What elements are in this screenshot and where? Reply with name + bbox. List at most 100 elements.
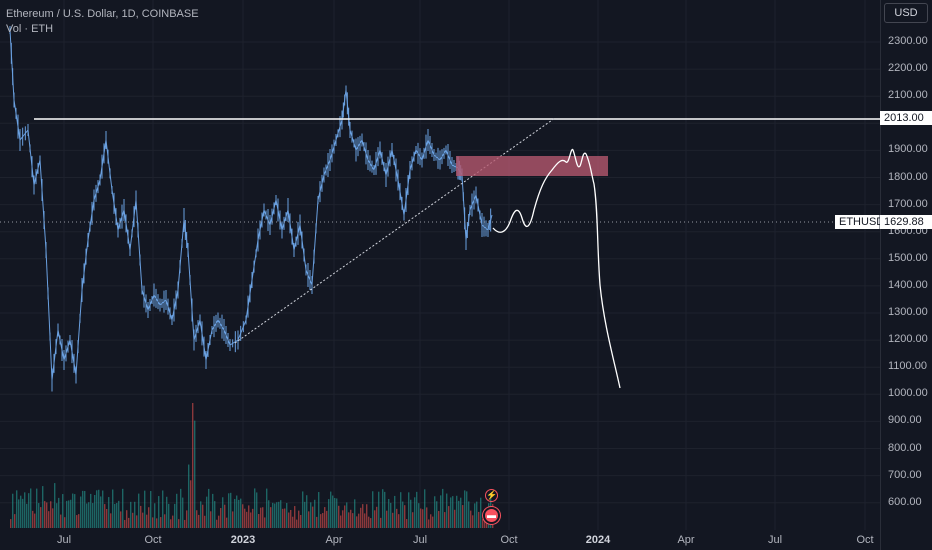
volume-bar [312, 506, 314, 528]
volume-bar [212, 493, 214, 528]
volume-bar [394, 495, 396, 528]
time-tick: Jul [56, 534, 72, 546]
volume-bar [172, 515, 174, 528]
volume-bar [336, 498, 338, 528]
volume-bar [114, 503, 116, 528]
volume-bar [398, 514, 400, 528]
price-tick: 2100.00 [888, 89, 928, 102]
volume-bar [476, 501, 478, 528]
volume-bar [162, 490, 164, 528]
volume-bar [310, 502, 312, 528]
volume-bar [220, 508, 222, 528]
volume-bar [350, 509, 352, 528]
volume-bar [434, 496, 436, 528]
volume-bar [168, 503, 170, 528]
price-tick: 800.00 [888, 441, 922, 454]
volume-bar [272, 502, 274, 528]
volume-bar [32, 510, 34, 528]
volume-bar [164, 514, 166, 528]
volume-bar [234, 498, 236, 528]
volume-bar [470, 510, 472, 528]
price-chart[interactable] [0, 0, 880, 550]
volume-bar [288, 512, 290, 528]
volume-bar [112, 489, 114, 528]
volume-bar [444, 512, 446, 528]
volume-bar [138, 493, 140, 528]
us-flag-icon[interactable]: ▬ [485, 509, 498, 522]
price-axis[interactable]: 2300.002200.002100.002000.001900.001800.… [880, 0, 932, 550]
volume-bar [40, 507, 42, 528]
volume-bar [442, 488, 444, 528]
volume-bar [408, 492, 410, 528]
volume-bar [74, 494, 76, 528]
volume-bar [472, 515, 474, 528]
volume-bar [78, 514, 80, 528]
bolt-icon[interactable]: ⚡ [485, 489, 498, 502]
volume-bar [262, 507, 264, 528]
volume-bar [432, 516, 434, 528]
volume-bar [242, 504, 244, 528]
volume-bar [148, 507, 150, 528]
volume-bar [392, 512, 394, 528]
volume-bar [72, 493, 74, 528]
volume-bar [240, 498, 242, 528]
volume-bar [480, 497, 482, 528]
volume-bar [60, 514, 62, 528]
volume-bar [24, 492, 26, 528]
volume-bar [66, 500, 68, 528]
volume-bar [458, 500, 460, 528]
volume-bar [232, 511, 234, 528]
price-wicks [9, 26, 492, 392]
volume-bar [324, 507, 326, 528]
volume-bar [424, 489, 426, 528]
volume-bar [198, 514, 200, 528]
price-tick: 1000.00 [888, 387, 928, 400]
currency-button[interactable]: USD [884, 3, 928, 23]
volume-bar [134, 501, 136, 528]
volume-bar [328, 499, 330, 528]
trend-line [234, 117, 556, 344]
volume-bar [202, 504, 204, 528]
price-tick: 1400.00 [888, 278, 928, 291]
volume-bar [286, 502, 288, 528]
volume-bar [96, 490, 98, 528]
volume-bar [276, 502, 278, 528]
time-tick: 2023 [230, 534, 256, 546]
volume-bar [316, 516, 318, 528]
volume-bar [280, 500, 282, 528]
volume-bar [108, 497, 110, 528]
volume-bar [352, 513, 354, 528]
volume-bar [456, 495, 458, 528]
volume-bar [120, 511, 122, 528]
volume-bar [56, 503, 58, 528]
volume-bar [378, 491, 380, 528]
price-tick: 1900.00 [888, 143, 928, 156]
volume-bar [420, 508, 422, 528]
volume-bar [334, 497, 336, 528]
volume-bar [128, 517, 130, 528]
time-axis[interactable]: Jul Oct 2023 Apr Jul Oct 2024 Apr Jul Oct [0, 530, 880, 550]
time-tick: Oct [856, 534, 874, 546]
volume-bar [146, 514, 148, 528]
volume-bar [278, 501, 280, 528]
volume-bar [86, 503, 88, 528]
volume-bar [12, 493, 14, 528]
volume-bar [16, 490, 18, 528]
volume-bar [298, 510, 300, 528]
time-tick: Oct [144, 534, 162, 546]
volume-bar [300, 514, 302, 528]
last-price-tag: 1629.88 [880, 215, 932, 229]
volume-bar [150, 491, 152, 528]
price-tick: 600.00 [888, 495, 922, 508]
volume-bar [218, 515, 220, 528]
volume-bar [94, 495, 96, 528]
volume-bar [184, 519, 186, 528]
volume-bar [372, 491, 374, 528]
volume-bar [230, 492, 232, 528]
volume-bar [482, 518, 484, 528]
volume-bar [270, 507, 272, 528]
volume-bar [332, 495, 334, 528]
volume-bar [402, 501, 404, 528]
price-tick: 1200.00 [888, 333, 928, 346]
volume-bar [18, 499, 20, 528]
